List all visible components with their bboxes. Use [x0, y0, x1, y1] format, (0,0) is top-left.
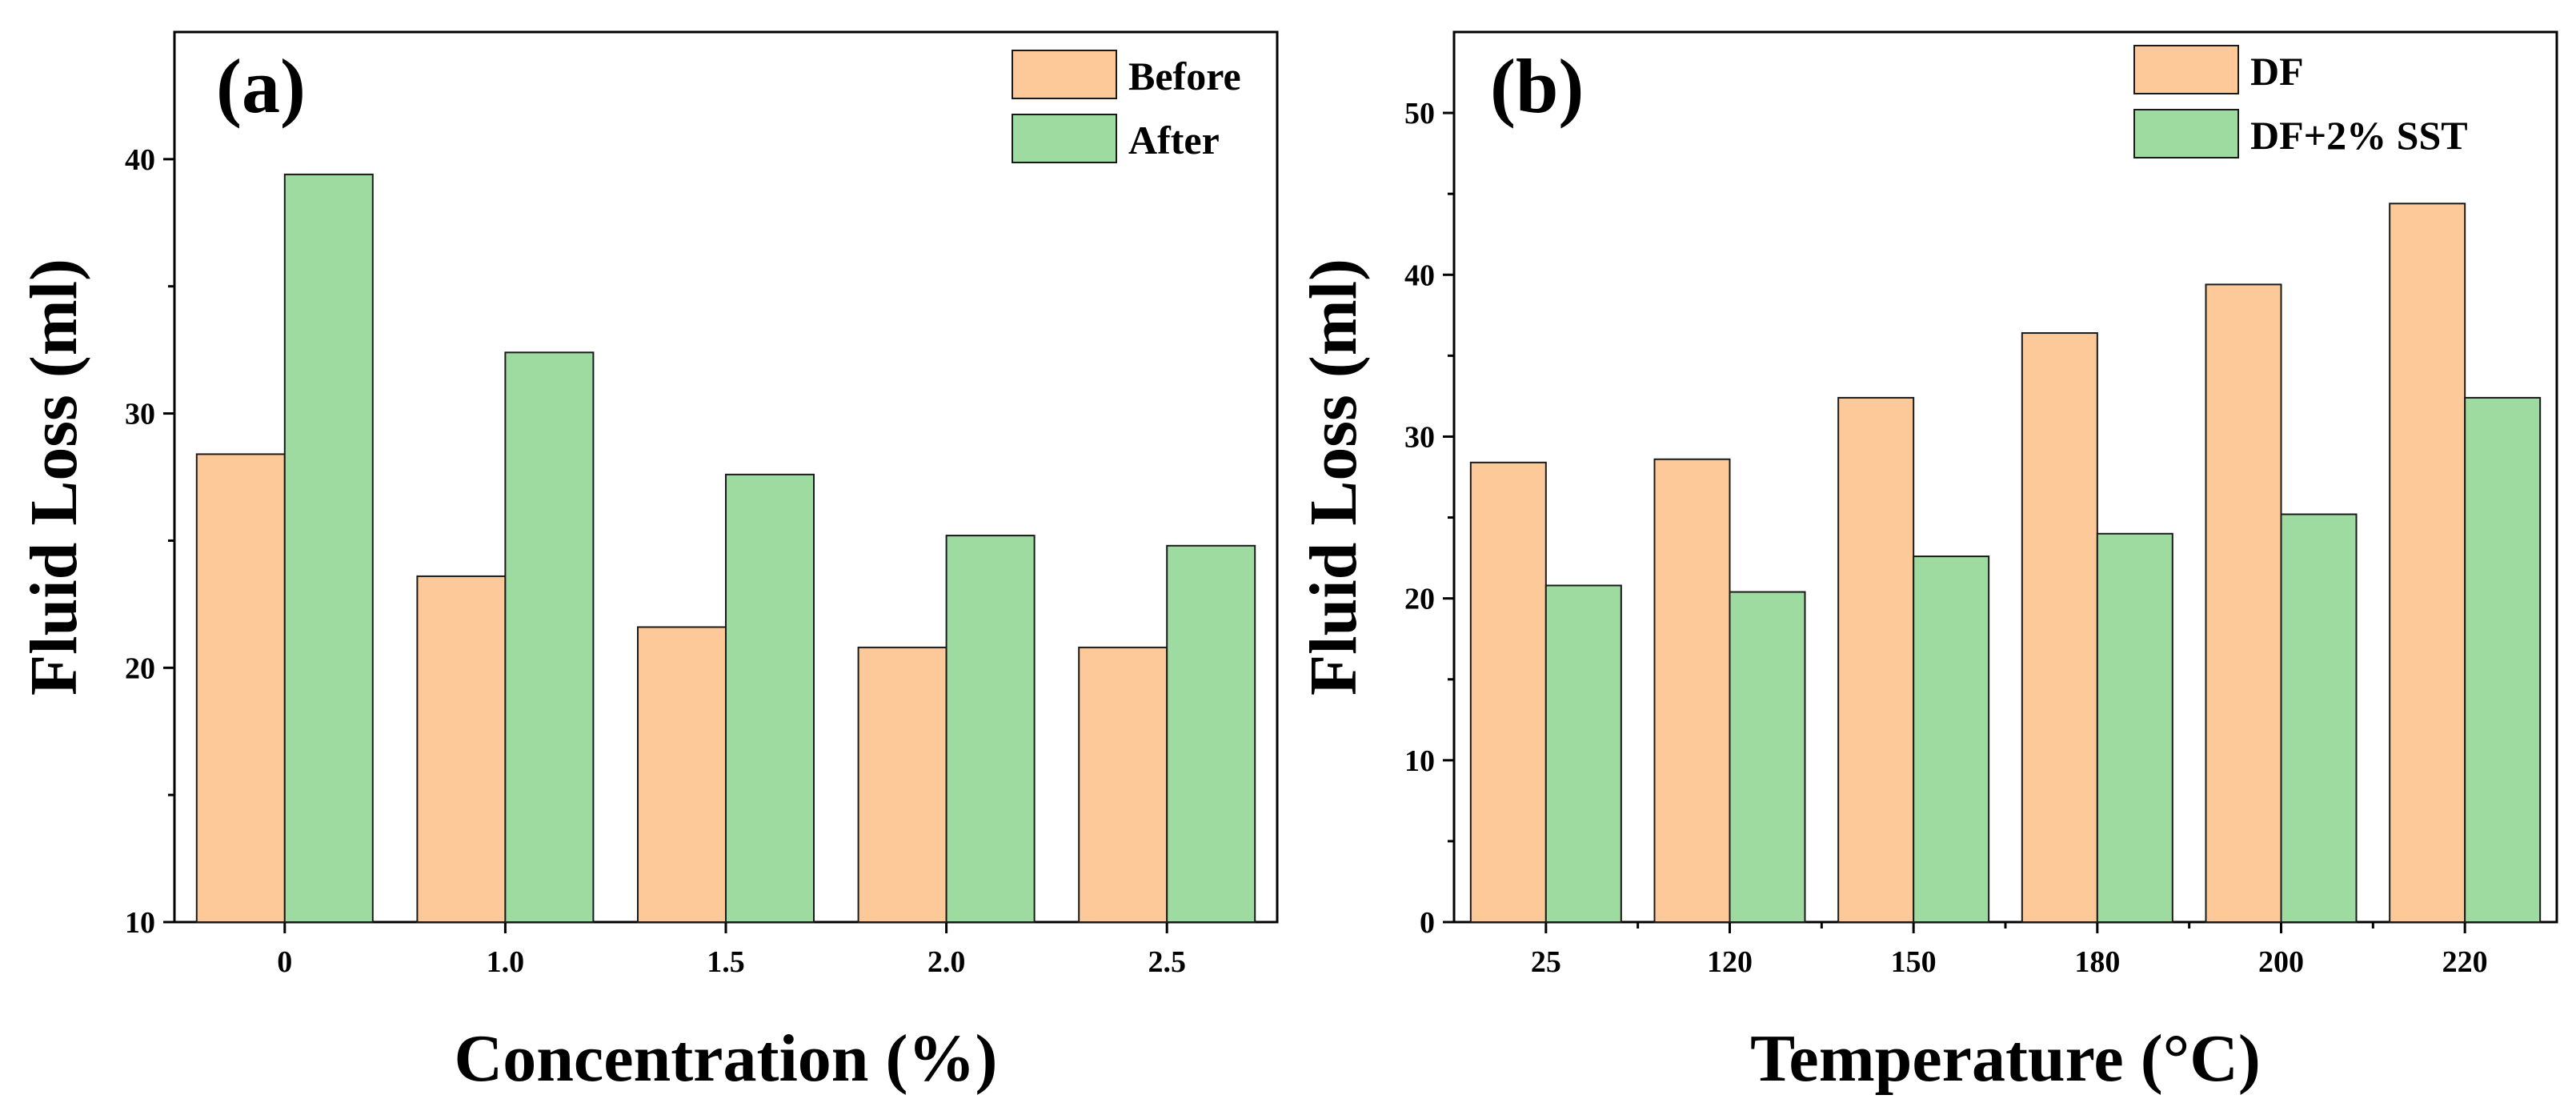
panel-b-bar-series1	[1837, 396, 1915, 923]
panel-a-bar-series1	[637, 626, 727, 923]
panel-b-y-tick-label: 10	[1404, 744, 1435, 778]
panel-a-bar-series2	[945, 535, 1036, 923]
panel-a-legend-swatch-after	[1012, 114, 1117, 163]
panel-b-bar-series1	[2205, 283, 2282, 923]
panel-b-bar-series1	[2021, 332, 2098, 924]
panel-b-y-tick-label: 20	[1404, 583, 1435, 616]
panel-a-bar-series2	[504, 351, 595, 923]
panel-a-y-tick-label: 40	[125, 143, 155, 177]
panel-a-label: (a)	[216, 43, 306, 129]
panel-a-bar-series1	[857, 646, 947, 924]
panel-a-y-tick-label: 10	[125, 906, 155, 940]
panel-a-x-axis-title: Concentration (%)	[455, 1021, 998, 1096]
panel-b-bar-series1	[1653, 458, 1731, 923]
panel-b-bar-series2	[1544, 584, 1622, 923]
panel-b-chart: (b) Temperature (°C) Fluid Loss (ml) 0 10…	[1296, 30, 2558, 1096]
panel-b-bar-series2	[2096, 532, 2173, 923]
panel-b-legend-swatch-df-sst	[2133, 109, 2239, 158]
panel-b-legend: DF DF+2% SST	[2133, 45, 2468, 158]
panel-a-bars	[195, 173, 1256, 924]
panel-b-y-axis-title: Fluid Loss (ml)	[1296, 259, 1371, 696]
panel-a-legend-swatch-before	[1012, 50, 1117, 99]
panel-b-x-tick-label: 200	[2258, 945, 2304, 979]
panel-b-y-ticks: 0 10 20 30 40 50	[1404, 97, 1454, 940]
panel-b-y-tick-label: 0	[1420, 906, 1435, 940]
panel-b-y-tick-label: 50	[1404, 97, 1435, 130]
panel-b-x-tick-label: 180	[2074, 945, 2120, 979]
panel-b-x-tick-label: 120	[1707, 945, 1753, 979]
panel-b-bar-series2	[1729, 591, 1806, 923]
panel-a-bar-series2	[725, 473, 815, 923]
panel-b-x-axis-title: Temperature (°C)	[1750, 1021, 2261, 1096]
panel-a-y-tick-label: 20	[125, 652, 155, 685]
panel-a-legend-label-before: Before	[1128, 54, 1241, 98]
panel-a-x-ticks: 0 1.0 1.5 2.0 2.5	[277, 922, 1186, 979]
panel-a-bar-series2	[1166, 544, 1256, 923]
panel-a-legend: Before After	[1012, 50, 1241, 163]
panel-a-x-tick-label: 1.0	[487, 945, 525, 979]
panel-a-x-tick-label: 2.0	[927, 945, 966, 979]
panel-b-bar-series2	[2464, 396, 2542, 923]
panel-a-chart: (a) Concentration (%) Fluid Loss (ml) 10…	[17, 30, 1279, 1096]
panel-a-x-tick-label: 0	[277, 945, 292, 979]
panel-a-bar-series1	[1078, 646, 1168, 924]
panel-b-legend-label-df: DF	[2250, 49, 2304, 94]
panel-b-bar-series1	[1469, 461, 1547, 923]
panel-b-y-tick-label: 40	[1404, 259, 1435, 292]
panel-a-bar-series1	[416, 575, 507, 923]
panel-b-y-tick-label: 30	[1404, 420, 1435, 454]
panel-b-x-ticks: 25 120 150 180 200 220	[1531, 922, 2488, 979]
panel-b-x-tick-label: 150	[1891, 945, 1937, 979]
panel-a-x-tick-label: 1.5	[707, 945, 745, 979]
panel-a-bar-series2	[283, 173, 374, 924]
panel-b-legend-label-df-sst: DF+2% SST	[2250, 113, 2468, 158]
panel-b-x-tick-label: 220	[2442, 945, 2488, 979]
panel-a-x-tick-label: 2.5	[1148, 945, 1186, 979]
panel-b-bars	[1469, 203, 2542, 924]
panel-a-y-ticks: 10 20 30 40	[125, 143, 174, 940]
panel-a-legend-label-after: After	[1128, 118, 1220, 162]
panel-b-bar-series2	[1913, 556, 1990, 923]
panel-a-y-axis-title: Fluid Loss (ml)	[17, 259, 91, 696]
panel-a-y-tick-label: 30	[125, 398, 155, 431]
panel-b-label: (b)	[1490, 43, 1584, 129]
panel-b-bar-series1	[2389, 203, 2466, 923]
panel-a-bar-series1	[195, 453, 286, 923]
panel-b-bar-series2	[2280, 513, 2358, 923]
panel-b-x-tick-label: 25	[1531, 945, 1561, 979]
panel-b-legend-swatch-df	[2133, 45, 2239, 94]
